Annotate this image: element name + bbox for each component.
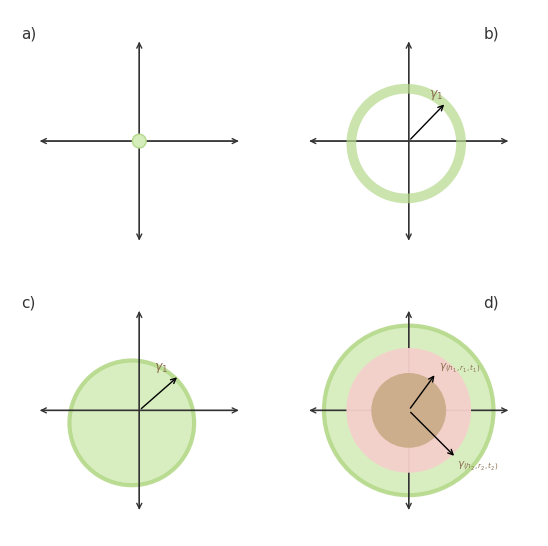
Text: d): d)	[483, 296, 499, 311]
Circle shape	[324, 325, 494, 495]
Text: a): a)	[21, 26, 36, 41]
Text: b): b)	[483, 26, 499, 41]
Text: $\mathit{\gamma_1}$: $\mathit{\gamma_1}$	[154, 361, 168, 376]
Circle shape	[372, 373, 446, 448]
Circle shape	[133, 134, 146, 148]
Circle shape	[70, 360, 194, 485]
Text: $\mathit{\gamma_1}$: $\mathit{\gamma_1}$	[429, 88, 443, 103]
Text: c): c)	[21, 296, 35, 311]
Text: $\mathit{\gamma_{(h_1,r_1,t_1)}}$: $\mathit{\gamma_{(h_1,r_1,t_1)}}$	[438, 361, 480, 375]
Circle shape	[346, 348, 471, 473]
Text: $\mathit{\gamma_{(h_2,r_2,t_2)}}$: $\mathit{\gamma_{(h_2,r_2,t_2)}}$	[458, 460, 499, 473]
